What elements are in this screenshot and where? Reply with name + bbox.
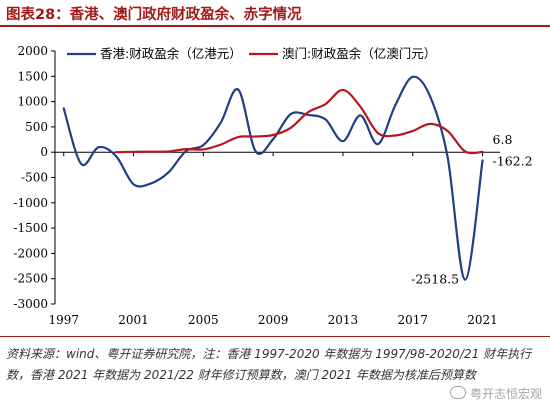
y-tick-label: -1500 [13, 221, 48, 235]
y-tick-label: 2000 [17, 44, 48, 58]
data-label: -162.2 [493, 153, 533, 168]
y-tick-label: -2000 [13, 246, 48, 260]
y-tick-label: -2500 [13, 272, 48, 286]
x-tick-label: 2001 [118, 313, 149, 327]
x-tick-label: 2009 [258, 313, 289, 327]
x-tick-label: 2021 [467, 313, 498, 327]
series-line-hk [62, 75, 484, 281]
wechat-icon [449, 386, 466, 399]
legend-label-macau: 澳门:财政盈余（亿澳门元） [282, 46, 436, 61]
y-tick-label: -3000 [13, 297, 48, 311]
y-tick-label: 0 [40, 145, 48, 159]
x-tick-label: 2017 [397, 313, 428, 327]
title-rule [0, 25, 550, 27]
x-tick-label: 2013 [328, 313, 359, 327]
y-tick-label: 1000 [17, 95, 48, 109]
data-label: -2518.5 [411, 272, 459, 287]
x-tick-label: 2005 [188, 313, 219, 327]
source-rule [0, 336, 550, 337]
source-note: 资料来源：wind、粤开证券研究院，注：香港 1997-2020 年数据为 19… [6, 347, 532, 382]
y-tick-label: 1500 [17, 69, 48, 83]
series-line-macau [114, 88, 484, 155]
x-tick-label: 1997 [48, 313, 79, 327]
y-tick-label: -1000 [13, 196, 48, 210]
y-tick-label: -500 [21, 171, 48, 185]
figure-title: 图表28：香港、澳门政府财政盈余、赤字情况 [6, 7, 302, 23]
fiscal-balance-chart: 2000 1500 1000 500 0 -500 -1000 -1500 -2000 -2500… [13, 44, 533, 327]
legend-label-hk: 香港:财政盈余（亿港元） [100, 46, 242, 61]
y-tick-label: 500 [25, 120, 48, 134]
watermark: 粤开志恒宏观 [449, 385, 542, 402]
data-label: 6.8 [493, 132, 513, 147]
watermark-text: 粤开志恒宏观 [469, 387, 542, 401]
